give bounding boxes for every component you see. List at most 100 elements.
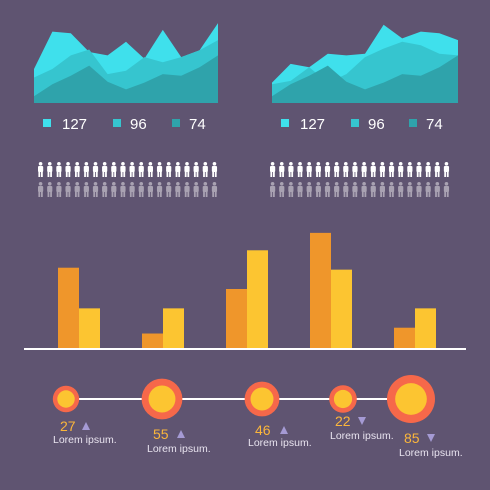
person-icon — [270, 162, 276, 177]
triangle-up-icon — [82, 422, 90, 430]
person-icon — [352, 182, 358, 197]
person-icon — [120, 162, 126, 177]
bar-yellow-5 — [415, 308, 436, 349]
person-icon — [102, 162, 108, 177]
person-icon — [297, 162, 303, 177]
timeline-label: Lorem ipsum. — [53, 434, 117, 446]
person-icon — [334, 162, 340, 177]
person-icon — [388, 182, 395, 197]
timeline-circle-inner — [333, 389, 353, 409]
person-icon — [361, 162, 367, 177]
person-icon — [370, 182, 376, 197]
timeline-circle-inner — [395, 383, 427, 415]
timeline-value: 22 — [335, 413, 351, 429]
person-icon — [324, 162, 331, 177]
person-icon — [398, 162, 404, 177]
person-icon — [47, 182, 53, 197]
person-icon — [92, 162, 99, 177]
person-icon — [65, 162, 71, 177]
bar-yellow-2 — [163, 308, 184, 349]
timeline-label: Lorem ipsum. — [248, 437, 312, 449]
bar-orange-3 — [226, 289, 247, 349]
person-icon — [352, 162, 358, 177]
person-icon — [416, 162, 422, 177]
triangle-down-icon — [427, 434, 435, 442]
person-icon — [343, 182, 349, 197]
legend-value: 96 — [130, 116, 147, 133]
legend-value: 127 — [300, 116, 325, 133]
person-icon — [324, 182, 331, 197]
person-icon — [47, 162, 53, 177]
person-icon — [202, 182, 208, 197]
timeline-label: Lorem ipsum. — [330, 430, 394, 442]
person-icon — [434, 182, 440, 197]
timeline-circle-inner — [148, 385, 176, 413]
person-icon — [166, 182, 172, 197]
legend-swatch — [172, 119, 180, 127]
person-icon — [443, 162, 450, 177]
person-icon — [38, 162, 44, 177]
people-icon-grid — [38, 162, 450, 197]
person-icon — [147, 162, 153, 177]
legend-value: 127 — [62, 116, 87, 133]
person-icon — [138, 182, 144, 197]
person-icon — [288, 182, 294, 197]
person-icon — [434, 162, 440, 177]
legend-value: 74 — [426, 116, 443, 133]
legend-item: 74 — [172, 116, 206, 133]
area-chart-1-legend: 127 96 74 — [43, 116, 206, 133]
area-chart-2-legend: 127 96 74 — [281, 116, 443, 133]
bar-orange-5 — [394, 327, 415, 349]
person-icon — [193, 162, 199, 177]
person-icon — [425, 162, 431, 177]
person-icon — [184, 182, 190, 197]
people-grid-1 — [38, 162, 218, 197]
bar-yellow-1 — [79, 308, 100, 349]
person-icon — [361, 182, 367, 197]
bar-orange-1 — [58, 267, 79, 349]
person-icon — [379, 162, 385, 177]
person-icon — [297, 182, 303, 197]
person-icon — [83, 182, 89, 197]
person-icon — [443, 182, 450, 197]
timeline-circle-inner — [57, 390, 75, 408]
person-icon — [306, 182, 312, 197]
person-icon — [279, 182, 285, 197]
triangle-down-icon — [358, 417, 366, 425]
person-icon — [334, 182, 340, 197]
area-series-3 — [272, 55, 458, 103]
legend-value: 96 — [368, 116, 385, 133]
legend-swatch — [43, 119, 51, 127]
person-icon — [74, 162, 80, 177]
person-icon — [56, 182, 62, 197]
bar-chart — [24, 232, 466, 350]
legend-item: 96 — [351, 116, 385, 133]
person-icon — [315, 182, 321, 197]
person-icon — [343, 162, 349, 177]
area-chart-1 — [34, 23, 218, 104]
legend-item: 127 — [43, 116, 87, 133]
triangle-up-icon — [177, 430, 185, 438]
legend-swatch — [351, 119, 359, 127]
person-icon — [92, 182, 99, 197]
person-icon — [65, 182, 71, 197]
person-icon — [156, 182, 163, 197]
person-icon — [147, 182, 153, 197]
person-icon — [193, 182, 199, 197]
person-icon — [175, 182, 181, 197]
person-icon — [102, 182, 108, 197]
legend-swatch — [281, 119, 289, 127]
bar-yellow-3 — [247, 250, 268, 349]
person-icon — [120, 182, 126, 197]
person-icon — [425, 182, 431, 197]
person-icon — [379, 182, 385, 197]
person-icon — [407, 162, 413, 177]
person-icon — [202, 162, 208, 177]
person-icon — [388, 162, 395, 177]
person-icon — [315, 162, 321, 177]
legend-item: 127 — [281, 116, 325, 133]
